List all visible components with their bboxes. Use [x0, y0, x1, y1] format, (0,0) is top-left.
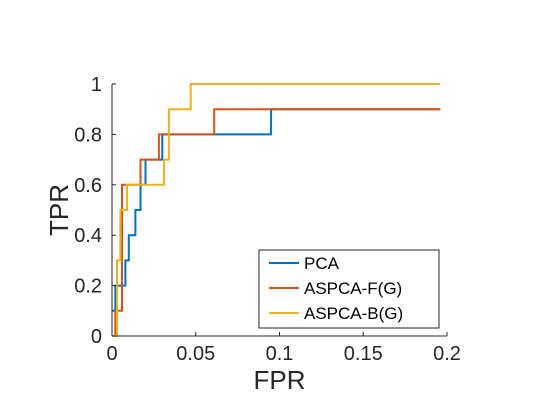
series-line-1	[112, 108, 441, 337]
y-axis-title: TPR	[44, 184, 74, 236]
series-layer	[112, 83, 441, 337]
y-tick-label: 1	[91, 74, 102, 96]
series-line-2	[112, 83, 441, 337]
axes: 0 0.05 0.1 0.15 0.2 0 0.2 0.4 0.6 0.8 1	[74, 74, 461, 365]
y-tick-label: 0.4	[74, 225, 102, 247]
x-axis-title: FPR	[254, 365, 306, 395]
series-line-0	[112, 108, 441, 312]
y-tick-label: 0.2	[74, 276, 102, 298]
y-tick-label: 0.8	[74, 124, 102, 146]
x-tick-label: 0.05	[176, 343, 215, 365]
y-tick-label: 0.6	[74, 175, 102, 197]
x-tick-label: 0	[106, 343, 117, 365]
legend-label: ASPCA-B(G)	[304, 304, 403, 323]
legend-label: ASPCA-F(G)	[304, 279, 402, 298]
legend: PCA ASPCA-F(G) ASPCA-B(G)	[258, 249, 440, 329]
x-tick-label: 0.2	[433, 343, 461, 365]
x-tick-label: 0.1	[266, 343, 294, 365]
legend-label: PCA	[304, 254, 340, 273]
y-tick-label: 0	[91, 326, 102, 348]
x-tick-label: 0.15	[344, 343, 383, 365]
